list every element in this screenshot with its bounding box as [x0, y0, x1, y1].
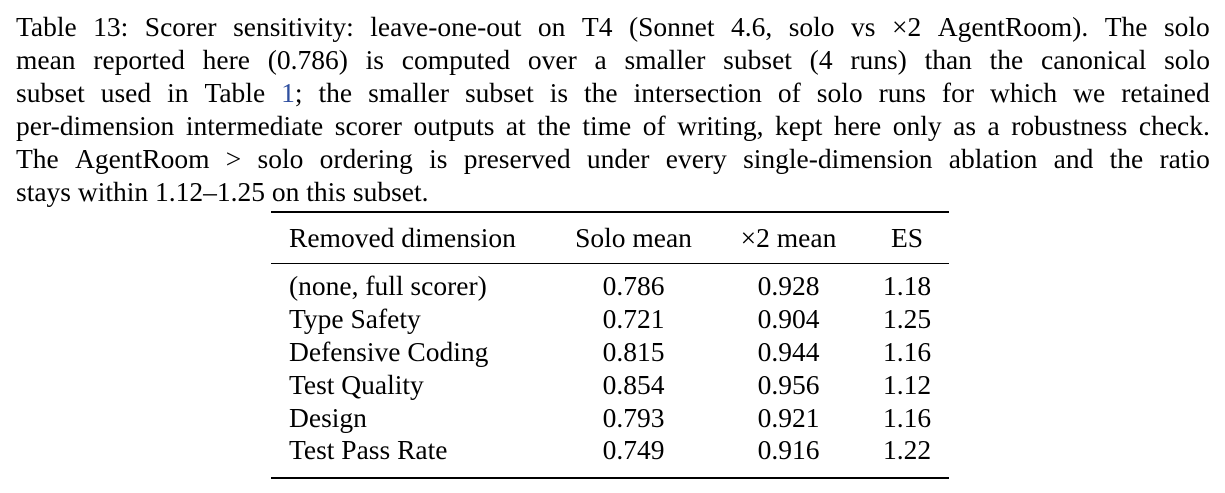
cell-es: 1.16 [882, 335, 932, 367]
caption-line-6: stays within 1.12–1.25 on this subset. [16, 176, 429, 207]
caption-line-3: subset used in Table 1; the smaller subset is the… [16, 77, 1210, 108]
caption-line-2: mean reported here (0.786) is computed over a sm… [16, 44, 1210, 75]
cell-dimension: Design [289, 401, 367, 433]
cell-x2-mean: 0.916 [757, 434, 820, 466]
cell-x2-mean: 0.944 [757, 335, 820, 367]
table-row: Design 0.793 0.921 1.16 [271, 401, 949, 434]
header-solo-mean: Solo mean [575, 222, 692, 253]
cell-dimension: Test Quality [289, 368, 424, 400]
table-header-row: Removed dimension Solo mean ×2 mean ES [271, 213, 949, 264]
caption-line-5: The AgentRoom > solo ordering is preserved unde… [16, 143, 1210, 174]
cell-dimension: Defensive Coding [289, 335, 489, 367]
cell-x2-mean: 0.956 [757, 368, 820, 400]
cell-solo-mean: 0.815 [602, 335, 665, 367]
table-row: Test Quality 0.854 0.956 1.12 [271, 368, 949, 401]
cell-dimension: (none, full scorer) [289, 270, 487, 302]
table-reference-link[interactable]: 1 [281, 77, 295, 108]
cell-solo-mean: 0.793 [602, 401, 665, 433]
cell-es: 1.22 [882, 434, 932, 466]
table-row: Test Pass Rate 0.749 0.916 1.22 [271, 434, 949, 467]
cell-dimension: Test Pass Rate [289, 434, 448, 466]
cell-solo-mean: 0.749 [602, 434, 665, 466]
table-row: Type Safety 0.721 0.904 1.25 [271, 303, 949, 336]
table-caption: Table 13: Scorer sensitivity: leave-one-out o… [16, 10, 1210, 208]
caption-line-4: per-dimension intermediate scorer outputs at… [16, 110, 1210, 141]
header-removed-dimension: Removed dimension [289, 222, 516, 253]
header-x2-mean: ×2 mean [740, 222, 837, 253]
cell-x2-mean: 0.904 [757, 303, 820, 335]
cell-x2-mean: 0.921 [757, 401, 820, 433]
cell-x2-mean: 0.928 [757, 270, 820, 302]
cell-solo-mean: 0.721 [602, 303, 665, 335]
cell-es: 1.12 [882, 368, 932, 400]
cell-es: 1.18 [882, 270, 932, 302]
results-table: Removed dimension Solo mean ×2 mean ES (… [271, 211, 949, 479]
cell-es: 1.16 [882, 401, 932, 433]
table-row: (none, full scorer) 0.786 0.928 1.18 [271, 270, 949, 303]
header-es: ES [890, 222, 924, 253]
table-body: (none, full scorer) 0.786 0.928 1.18 Type Sa… [271, 270, 949, 467]
cell-dimension: Type Safety [289, 303, 421, 335]
caption-line-1: Table 13: Scorer sensitivity: leave-one-out o… [16, 11, 1210, 42]
table-row: Defensive Coding 0.815 0.944 1.16 [271, 336, 949, 369]
cell-solo-mean: 0.786 [602, 270, 665, 302]
cell-solo-mean: 0.854 [602, 368, 665, 400]
cell-es: 1.25 [882, 303, 932, 335]
